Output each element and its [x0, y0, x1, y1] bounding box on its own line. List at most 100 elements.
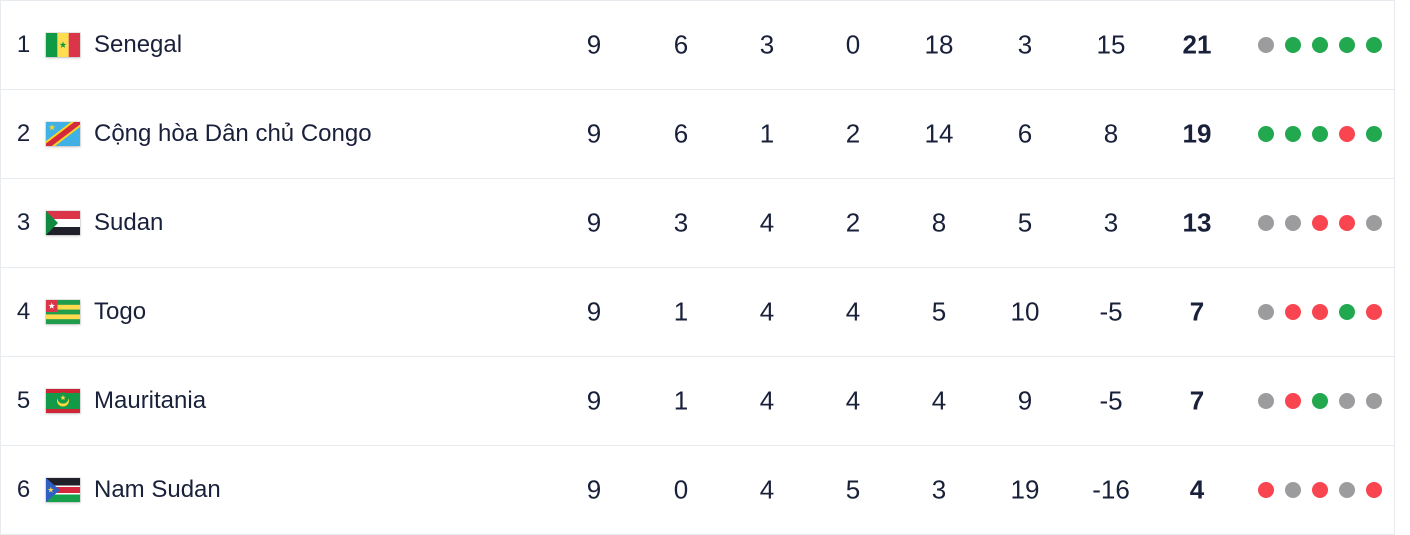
stat-losses: 4 — [845, 296, 861, 327]
rank: 1 — [16, 31, 31, 58]
form-dot-draw[interactable] — [1285, 215, 1301, 231]
form-dot-loss[interactable] — [1285, 304, 1301, 320]
form-dot-draw[interactable] — [1258, 393, 1274, 409]
stat-played: 9 — [586, 474, 602, 505]
stat-played: 9 — [586, 385, 602, 416]
stat-losses: 2 — [845, 207, 861, 238]
table-row[interactable]: 2 Cộng hòa Dân chủ Congo 9 6 1 2 14 6 8 … — [1, 89, 1394, 178]
form-dot-loss[interactable] — [1258, 482, 1274, 498]
stat-losses: 0 — [845, 29, 861, 60]
team-name[interactable]: Sudan — [94, 209, 164, 236]
rank: 4 — [16, 298, 31, 325]
form-dot-win[interactable] — [1339, 304, 1355, 320]
table-row[interactable]: 3 Sudan 9 3 4 2 8 5 3 13 — [1, 178, 1394, 267]
stat-points: 7 — [1189, 385, 1205, 416]
form-dot-loss[interactable] — [1312, 304, 1328, 320]
stat-played: 9 — [586, 296, 602, 327]
form-dots — [1258, 215, 1382, 231]
form-dot-win[interactable] — [1312, 37, 1328, 53]
stat-goals-against: 9 — [1017, 385, 1033, 416]
form-dot-win[interactable] — [1366, 37, 1382, 53]
stat-draws: 4 — [759, 296, 775, 327]
stat-goal-diff: 8 — [1103, 118, 1119, 149]
table-row[interactable]: 4 Togo 9 1 4 4 5 10 -5 7 — [1, 267, 1394, 356]
form-dot-win[interactable] — [1312, 126, 1328, 142]
form-dot-loss[interactable] — [1339, 215, 1355, 231]
form-dot-draw[interactable] — [1339, 393, 1355, 409]
stat-goals-for: 18 — [924, 29, 954, 60]
team-name[interactable]: Mauritania — [94, 387, 207, 414]
team-name[interactable]: Cộng hòa Dân chủ Congo — [94, 120, 372, 147]
stat-goals-against: 5 — [1017, 207, 1033, 238]
stat-goals-against: 10 — [1010, 296, 1040, 327]
table-row[interactable]: 5 Mauritania 9 1 4 4 4 9 -5 7 — [1, 356, 1394, 445]
stat-goals-for: 4 — [931, 385, 947, 416]
stat-goal-diff: -5 — [1099, 385, 1123, 416]
stat-goals-for: 8 — [931, 207, 947, 238]
form-dot-win[interactable] — [1339, 37, 1355, 53]
team-name[interactable]: Senegal — [94, 31, 183, 58]
form-dot-win[interactable] — [1258, 126, 1274, 142]
form-dot-win[interactable] — [1285, 37, 1301, 53]
form-dot-loss[interactable] — [1366, 482, 1382, 498]
stat-goal-diff: -5 — [1099, 296, 1123, 327]
stat-losses: 2 — [845, 118, 861, 149]
form-dot-win[interactable] — [1366, 126, 1382, 142]
form-dot-win[interactable] — [1285, 126, 1301, 142]
team-flag-icon — [46, 122, 80, 146]
team-name[interactable]: Nam Sudan — [94, 476, 221, 503]
rank: 3 — [16, 209, 31, 236]
stat-played: 9 — [586, 118, 602, 149]
stat-goal-diff: -16 — [1092, 474, 1130, 505]
stat-draws: 4 — [759, 207, 775, 238]
stat-draws: 4 — [759, 385, 775, 416]
team-flag-icon — [46, 211, 80, 235]
team-flag-icon — [46, 389, 80, 413]
stat-goal-diff: 3 — [1103, 207, 1119, 238]
form-dot-draw[interactable] — [1339, 482, 1355, 498]
form-dot-draw[interactable] — [1258, 37, 1274, 53]
rank: 6 — [16, 476, 31, 503]
stat-draws: 4 — [759, 474, 775, 505]
stat-wins: 6 — [673, 29, 689, 60]
form-dot-draw[interactable] — [1366, 215, 1382, 231]
form-dot-loss[interactable] — [1366, 304, 1382, 320]
stat-goal-diff: 15 — [1096, 29, 1126, 60]
stat-wins: 1 — [673, 296, 689, 327]
stat-goals-for: 3 — [931, 474, 947, 505]
form-dot-win[interactable] — [1312, 393, 1328, 409]
table-row[interactable]: 1 Senegal 9 6 3 0 18 3 15 21 — [1, 1, 1394, 89]
form-dot-loss[interactable] — [1312, 215, 1328, 231]
form-dot-loss[interactable] — [1285, 393, 1301, 409]
team-flag-icon — [46, 478, 80, 502]
stat-points: 19 — [1182, 118, 1212, 149]
form-dots — [1258, 126, 1382, 142]
stat-points: 7 — [1189, 296, 1205, 327]
stat-draws: 1 — [759, 118, 775, 149]
stat-played: 9 — [586, 207, 602, 238]
stat-goals-for: 14 — [924, 118, 954, 149]
form-dot-draw[interactable] — [1285, 482, 1301, 498]
stat-goals-against: 3 — [1017, 29, 1033, 60]
form-dot-loss[interactable] — [1312, 482, 1328, 498]
form-dot-draw[interactable] — [1258, 304, 1274, 320]
form-dots — [1258, 393, 1382, 409]
table-row[interactable]: 6 Nam Sudan 9 0 4 5 3 19 -16 4 — [1, 445, 1394, 534]
stat-wins: 1 — [673, 385, 689, 416]
form-dot-draw[interactable] — [1258, 215, 1274, 231]
form-dot-draw[interactable] — [1366, 393, 1382, 409]
team-name[interactable]: Togo — [94, 298, 147, 325]
stat-goals-against: 6 — [1017, 118, 1033, 149]
stat-goals-against: 19 — [1010, 474, 1040, 505]
stat-played: 9 — [586, 29, 602, 60]
team-flag-icon — [46, 300, 80, 324]
stat-losses: 5 — [845, 474, 861, 505]
stat-wins: 3 — [673, 207, 689, 238]
rank: 2 — [16, 120, 31, 147]
stat-goals-for: 5 — [931, 296, 947, 327]
form-dot-loss[interactable] — [1339, 126, 1355, 142]
stat-wins: 0 — [673, 474, 689, 505]
stat-wins: 6 — [673, 118, 689, 149]
form-dots — [1258, 482, 1382, 498]
